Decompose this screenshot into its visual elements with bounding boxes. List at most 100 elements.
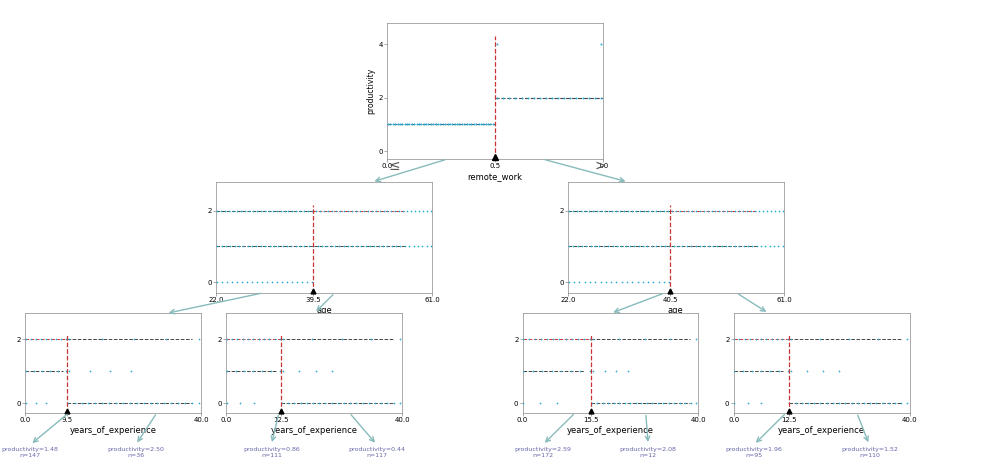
Point — [126, 335, 142, 343]
Point — [81, 367, 97, 375]
Point — [688, 399, 705, 407]
Point — [699, 207, 716, 214]
Point — [874, 399, 890, 407]
Point — [628, 207, 644, 214]
Point — [740, 242, 756, 250]
Point — [683, 242, 699, 250]
Point — [272, 335, 288, 343]
Point — [508, 94, 524, 101]
Point — [317, 207, 333, 214]
Point — [269, 278, 285, 286]
Point — [342, 399, 358, 407]
Point — [256, 335, 272, 343]
Point — [758, 242, 774, 250]
Point — [419, 242, 435, 250]
Point — [622, 399, 638, 407]
Point — [740, 399, 756, 407]
Point — [102, 399, 118, 407]
Point — [597, 367, 613, 375]
Point — [399, 207, 415, 214]
Point — [58, 335, 74, 343]
Point — [48, 335, 64, 343]
Point — [549, 399, 565, 407]
Point — [463, 121, 479, 128]
Point — [217, 207, 233, 214]
Point — [595, 399, 611, 407]
Point — [406, 242, 422, 250]
Point — [309, 207, 325, 214]
Point — [665, 242, 681, 250]
Point — [221, 207, 237, 214]
Point — [564, 335, 580, 343]
Point — [218, 367, 234, 375]
Point — [678, 242, 694, 250]
X-axis label: years_of_experience: years_of_experience — [270, 426, 358, 435]
Point — [383, 207, 399, 214]
Point — [423, 242, 439, 250]
Point — [608, 278, 624, 286]
Point — [292, 207, 309, 214]
Point — [266, 242, 282, 250]
Point — [806, 399, 822, 407]
Point — [739, 207, 755, 214]
Point — [593, 207, 609, 214]
Point — [645, 278, 661, 286]
Point — [561, 207, 577, 214]
Point — [475, 121, 491, 128]
Point — [710, 242, 726, 250]
Point — [387, 121, 403, 128]
Point — [744, 242, 760, 250]
Point — [454, 121, 470, 128]
Point — [379, 399, 395, 407]
Point — [758, 335, 774, 343]
Point — [606, 399, 622, 407]
Point — [439, 121, 455, 128]
Point — [236, 367, 252, 375]
Point — [386, 399, 402, 407]
Point — [320, 207, 336, 214]
Point — [209, 242, 225, 250]
Point — [837, 399, 853, 407]
Point — [312, 399, 328, 407]
Point — [43, 335, 59, 343]
Point — [61, 335, 77, 343]
Point — [604, 207, 620, 214]
Point — [800, 399, 816, 407]
Point — [726, 367, 742, 375]
Point — [577, 207, 593, 214]
Point — [495, 94, 512, 101]
Point — [430, 121, 446, 128]
Point — [292, 242, 309, 250]
Point — [629, 278, 645, 286]
Point — [570, 335, 586, 343]
Point — [410, 242, 426, 250]
Point — [305, 399, 321, 407]
Point — [264, 207, 280, 214]
Point — [639, 242, 655, 250]
Point — [622, 242, 638, 250]
Point — [652, 242, 668, 250]
Point — [753, 367, 769, 375]
Point — [371, 242, 387, 250]
Point — [687, 242, 704, 250]
Point — [679, 207, 695, 214]
Point — [538, 94, 554, 101]
Point — [252, 207, 268, 214]
Point — [362, 242, 378, 250]
Point — [397, 242, 413, 250]
Point — [458, 121, 474, 128]
Point — [409, 121, 425, 128]
Point — [886, 399, 902, 407]
Point — [561, 278, 577, 286]
Point — [728, 207, 744, 214]
Point — [753, 242, 769, 250]
Point — [446, 121, 462, 128]
Point — [747, 207, 763, 214]
Point — [367, 399, 383, 407]
Point — [288, 278, 305, 286]
Point — [296, 207, 313, 214]
Point — [593, 278, 609, 286]
Point — [667, 207, 683, 214]
Point — [755, 207, 771, 214]
Point — [603, 278, 619, 286]
